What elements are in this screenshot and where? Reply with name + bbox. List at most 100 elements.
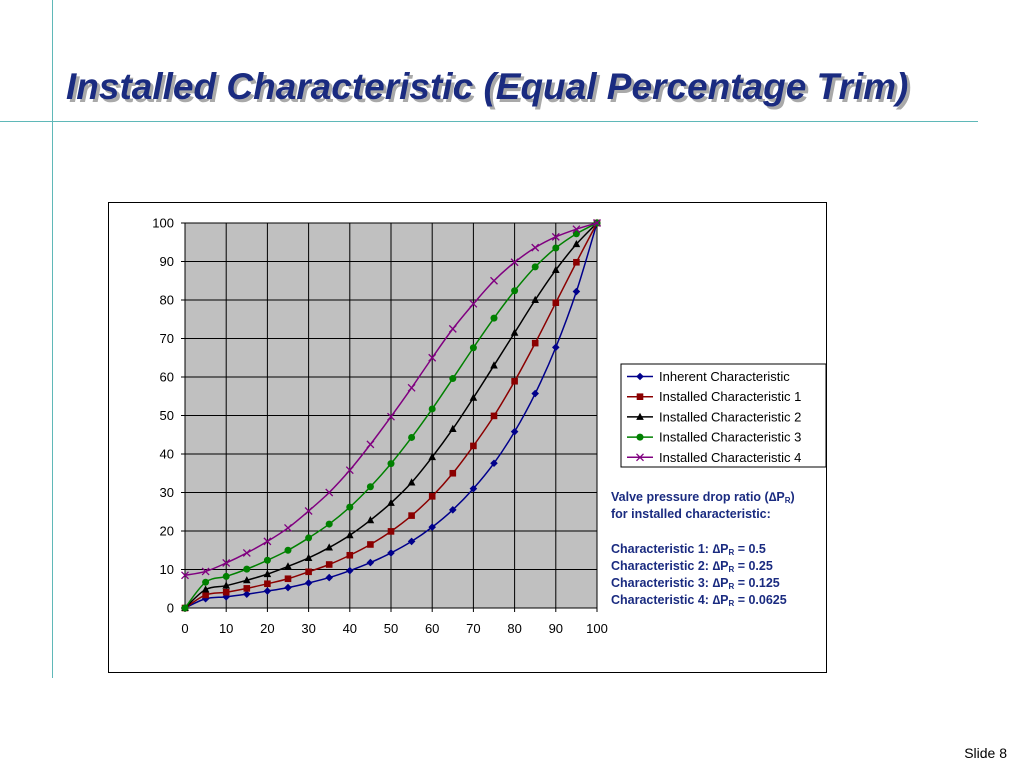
note-p: P [720,576,729,591]
y-tick-label: 20 [160,524,174,539]
data-point-series-5 [469,299,478,308]
data-point-series-5 [242,548,251,557]
data-point-series-2 [367,541,374,548]
y-tick-label: 80 [160,293,174,308]
data-point-series-5 [387,412,395,421]
data-point-series-3 [428,452,436,461]
legend-marker [636,393,644,400]
data-point-series-5 [593,219,601,227]
note-label: Characteristic 4: [611,593,713,608]
data-point-series-2 [470,442,477,450]
notes-heading-text: Valve pressure drop ratio ( [611,490,769,504]
slide-number: Slide 8 [964,745,1007,761]
data-point-series-1 [407,537,416,546]
note-p: P [720,593,729,608]
data-point-series-1 [366,558,375,567]
data-point-series-5 [448,324,457,333]
data-point-series-2 [284,575,292,583]
x-tick-label: 70 [466,621,480,636]
data-point-series-4 [408,433,416,441]
data-point-series-1 [387,549,395,557]
legend-label: Installed Characteristic 4 [659,450,801,465]
data-point-series-3 [531,295,539,303]
note-p: P [720,558,729,573]
notes-heading-line-1: Valve pressure drop ratio (∆PR) [611,489,795,506]
data-point-series-1 [449,506,457,514]
note-item: Characteristic 1: ∆PR = 0.5 [611,541,795,558]
data-point-series-3 [366,516,375,524]
data-point-series-5 [284,523,292,532]
x-tick-label: 10 [219,621,233,636]
note-item: Characteristic 2: ∆PR = 0.25 [611,558,795,575]
data-point-series-3 [387,498,395,506]
data-point-series-1 [243,590,251,598]
data-point-series-1 [325,573,333,582]
data-point-series-4 [305,534,313,542]
data-point-series-1 [428,523,436,531]
x-tick-label: 100 [586,621,608,636]
y-tick-label: 0 [167,601,174,616]
x-tick-label: 40 [343,621,357,636]
data-point-series-2 [490,412,498,420]
data-point-series-2 [346,551,354,559]
data-point-series-2 [264,580,271,588]
data-point-series-3 [304,553,313,561]
data-point-series-3 [222,581,230,589]
notes-heading-delta: ∆ [768,490,777,504]
data-point-series-2 [449,469,457,477]
data-point-series-4 [181,604,189,612]
data-point-series-2 [325,561,333,568]
note-value: = 0.25 [734,558,773,573]
data-point-series-1 [284,583,292,592]
data-point-series-3 [510,328,519,336]
data-point-series-4 [449,375,457,383]
data-point-series-4 [263,556,271,564]
legend-box [620,363,827,468]
data-point-series-1 [490,459,498,468]
vertical-rule-line [52,0,53,678]
data-point-series-3 [263,569,272,578]
note-value: = 0.0625 [734,593,787,608]
note-delta: ∆ [712,541,721,556]
data-point-series-4 [428,405,436,413]
note-p: P [720,541,729,556]
pressure-drop-notes: Valve pressure drop ratio (∆PR) for inst… [611,489,795,610]
data-point-series-1 [531,389,539,398]
data-point-series-2 [552,299,560,306]
data-point-series-4 [490,314,498,322]
x-tick-label: 60 [425,621,439,636]
note-item: Characteristic 3: ∆PR = 0.125 [611,575,795,592]
data-point-series-5 [325,488,334,497]
data-point-series-5 [551,232,560,241]
data-point-series-5 [181,571,189,580]
legend-marker [636,433,644,441]
data-point-series-5 [428,353,437,362]
y-tick-label: 70 [160,331,174,346]
data-point-series-5 [366,440,375,449]
data-point-series-5 [531,243,540,252]
data-point-series-1 [201,594,210,603]
data-point-series-4 [243,565,251,573]
data-point-series-5 [572,225,581,234]
legend-marker [636,453,644,462]
data-point-series-3 [490,361,498,369]
data-point-series-1 [222,593,230,601]
note-item: Characteristic 4: ∆PR = 0.0625 [611,592,795,609]
data-point-series-5 [201,567,210,576]
data-point-series-1 [346,566,354,575]
data-point-series-1 [469,484,478,493]
legend-marker [636,372,644,381]
notes-heading-subscript: R [784,496,791,505]
x-tick-label: 50 [384,621,398,636]
note-value: = 0.125 [734,576,780,591]
data-point-series-3 [284,562,292,570]
data-point-series-3 [243,576,251,584]
x-tick-label: 90 [549,621,563,636]
data-point-series-5 [345,466,354,475]
data-point-series-4 [284,546,292,554]
data-point-series-1 [572,287,581,296]
data-point-series-3 [469,393,478,401]
data-point-series-2 [243,585,251,592]
note-delta: ∆ [712,558,721,573]
